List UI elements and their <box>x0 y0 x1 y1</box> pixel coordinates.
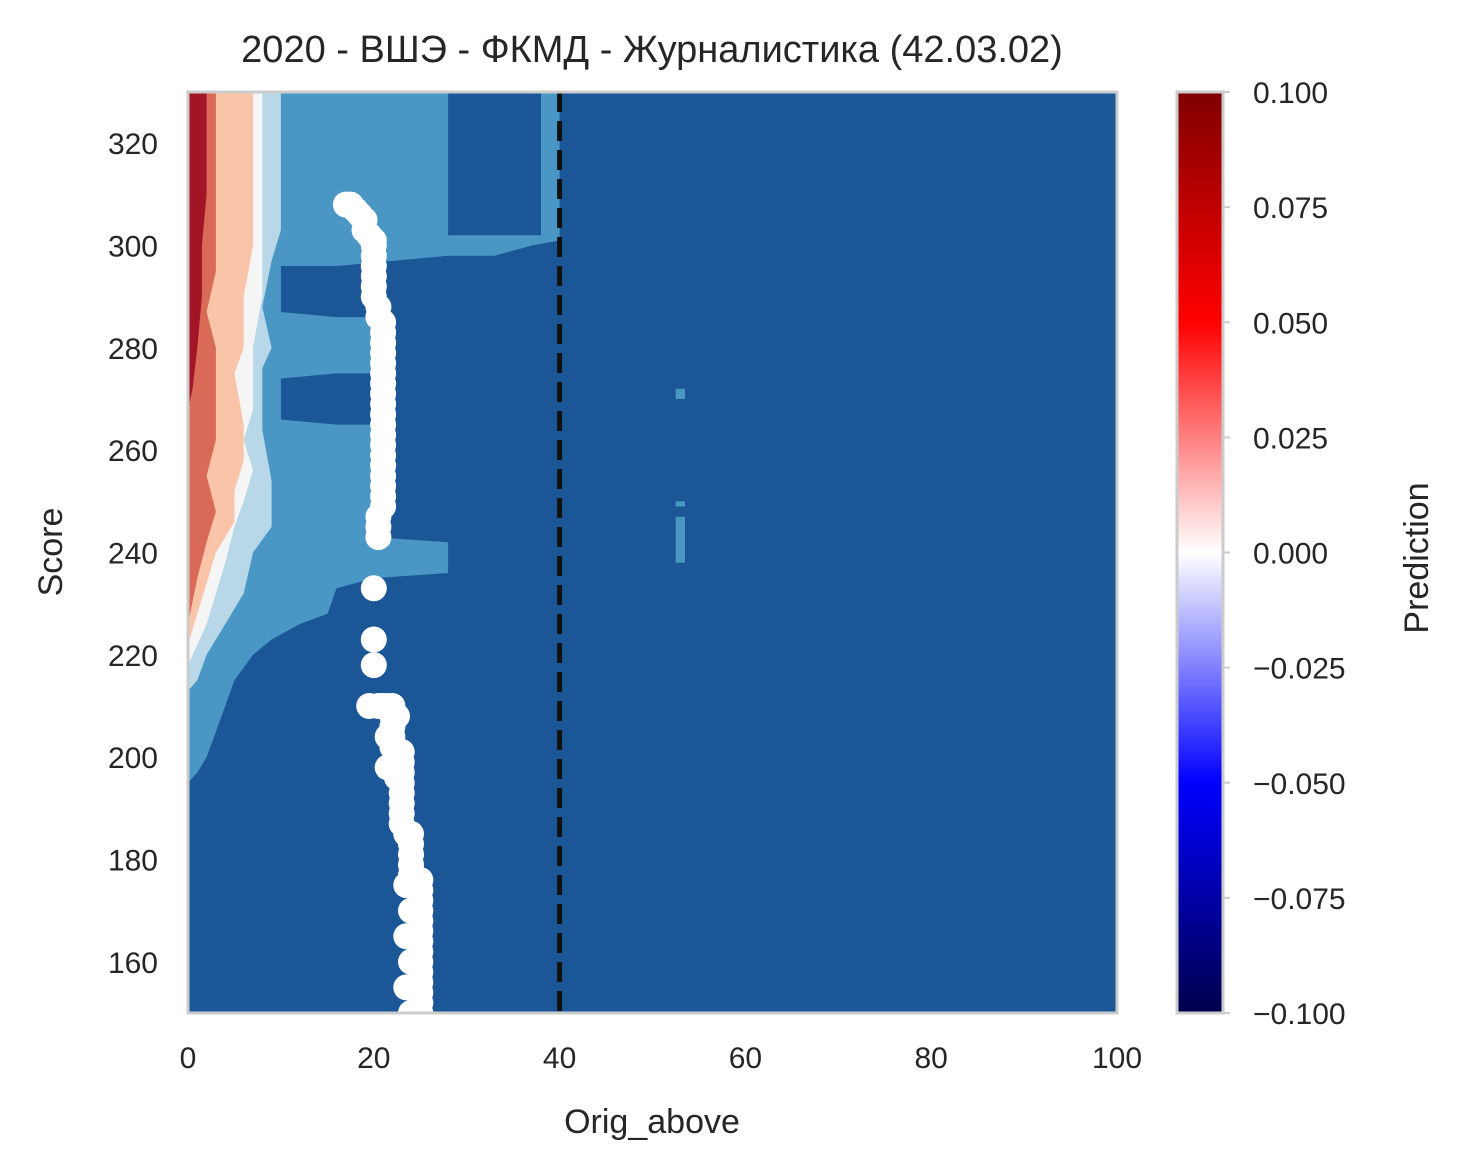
x-tick-label: 80 <box>915 1042 948 1075</box>
y-tick-label: 220 <box>108 640 158 673</box>
x-tick-label: 20 <box>357 1042 390 1075</box>
scatter-points <box>332 191 434 1013</box>
scatter-point <box>393 974 420 1001</box>
y-tick-label: 260 <box>108 435 158 468</box>
contour-region-mid_blue-2 <box>675 501 685 507</box>
scatter-point <box>384 703 410 730</box>
colorbar-tick-label: −0.025 <box>1253 653 1346 686</box>
colorbar-tick-label: 0.025 <box>1253 422 1328 455</box>
colorbar-tick-label: 0.050 <box>1253 307 1328 340</box>
x-tick-label: 100 <box>1092 1042 1142 1075</box>
contour-region-mid_blue-3 <box>675 516 685 563</box>
scatter-point <box>360 575 387 602</box>
x-axis-ticks: 0 20 40 60 80 100 <box>180 1042 1142 1075</box>
contour-region-dark_red-8 <box>188 92 207 410</box>
scatter-point <box>374 754 401 781</box>
colorbar: 0.100 0.075 0.050 0.025 0.000 −0.025 −0.050 −0.… <box>1175 77 1436 1031</box>
scatter-point <box>374 723 401 750</box>
contour-region-mid_blue-1 <box>675 388 685 399</box>
y-axis-ticks: 160 180 200 220 240 260 280 300 320 <box>108 128 158 980</box>
x-axis-label: Orig_above <box>564 1103 740 1141</box>
scatter-point <box>393 872 420 899</box>
scatter-point <box>393 923 420 950</box>
colorbar-tick-label: 0.075 <box>1253 192 1328 225</box>
colorbar-tick-label: 0.100 <box>1253 77 1328 110</box>
scatter-point <box>365 524 392 551</box>
colorbar-label: Prediction <box>1398 482 1436 633</box>
scatter-point <box>398 1000 424 1013</box>
scatter-point <box>398 948 424 975</box>
y-tick-label: 320 <box>108 128 158 161</box>
plot-frame <box>186 90 1119 1015</box>
y-tick-label: 300 <box>108 231 158 264</box>
chart-title: 2020 - ВШЭ - ФКМД - Журналистика (42.03.… <box>241 29 1063 71</box>
x-tick-label: 0 <box>180 1042 197 1075</box>
y-axis-label: Score <box>32 508 70 597</box>
scatter-point <box>398 897 424 924</box>
y-tick-label: 200 <box>108 742 158 775</box>
colorbar-tick-label: −0.075 <box>1253 883 1346 916</box>
colorbar-tick-label: −0.100 <box>1253 998 1346 1031</box>
x-tick-label: 60 <box>729 1042 762 1075</box>
scatter-point <box>360 652 387 679</box>
x-tick-label: 40 <box>543 1042 576 1075</box>
colorbar-ticks: 0.100 0.075 0.050 0.025 0.000 −0.025 −0.050 −0.… <box>1223 77 1346 1031</box>
colorbar-tick-label: 0.000 <box>1253 538 1328 571</box>
colorbar-gradient <box>1177 92 1223 1013</box>
y-tick-label: 180 <box>108 845 158 878</box>
plot-area <box>186 90 1119 1015</box>
y-tick-label: 160 <box>108 947 158 980</box>
colorbar-tick-label: −0.050 <box>1253 768 1346 801</box>
scatter-point <box>360 626 387 653</box>
y-tick-label: 240 <box>108 538 158 571</box>
y-tick-label: 280 <box>108 333 158 366</box>
